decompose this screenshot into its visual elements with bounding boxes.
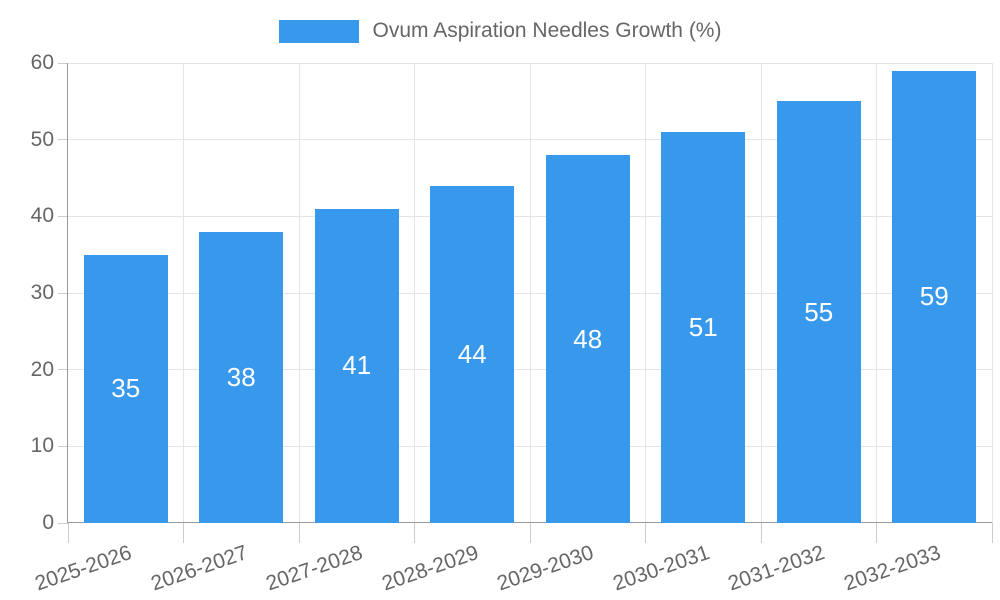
bar-value-label: 44 xyxy=(457,338,487,369)
y-tick-mark xyxy=(58,62,68,64)
y-tick-mark xyxy=(58,215,68,217)
y-tick-label: 10 xyxy=(30,434,54,458)
bar-value-label: 38 xyxy=(226,361,256,392)
x-gridline xyxy=(414,63,415,523)
y-tick-label: 50 xyxy=(30,127,54,151)
bar-value-label: 41 xyxy=(342,350,372,381)
bar-value-label: 48 xyxy=(573,323,603,354)
x-gridline xyxy=(529,63,531,523)
y-tick-label: 0 xyxy=(42,511,54,534)
x-tick-label: 2031-2032 xyxy=(725,541,828,596)
x-tick-label: 2028-2029 xyxy=(378,541,482,596)
legend-color-swatch xyxy=(278,19,359,43)
bar-value-label: 35 xyxy=(111,373,141,404)
x-tick-mark xyxy=(414,523,415,543)
x-gridline xyxy=(876,63,877,523)
x-tick-label: 2032-2033 xyxy=(840,541,944,596)
x-tick-mark xyxy=(67,523,69,543)
bar-value-label: 59 xyxy=(919,281,949,312)
bar-2031-2032[interactable]: 55 xyxy=(776,101,861,523)
x-tick-mark xyxy=(876,523,877,543)
bar-2027-2028[interactable]: 41 xyxy=(314,208,399,523)
x-tick-label: 2029-2030 xyxy=(494,541,597,596)
legend-label: Ovum Aspiration Needles Growth (%) xyxy=(372,19,722,42)
bar-value-label: 51 xyxy=(688,312,718,342)
x-gridline xyxy=(298,63,300,523)
x-gridline xyxy=(645,63,646,523)
y-tick-mark xyxy=(58,292,68,294)
y-tick-mark xyxy=(58,522,68,524)
chart-legend[interactable]: Ovum Aspiration Needles Growth (%) xyxy=(0,19,1000,43)
y-tick-mark xyxy=(58,369,68,371)
bar-2032-2033[interactable]: 59 xyxy=(892,70,977,523)
bar-2030-2031[interactable]: 51 xyxy=(661,132,746,523)
bar-value-label: 55 xyxy=(804,296,834,327)
y-tick-label: 40 xyxy=(30,204,54,228)
y-tick-label: 20 xyxy=(30,357,54,381)
x-tick-mark xyxy=(645,523,646,543)
x-tick-label: 2027-2028 xyxy=(263,541,366,596)
x-tick-label: 2026-2027 xyxy=(147,541,251,596)
x-tick-mark xyxy=(183,523,184,543)
bar-2025-2026[interactable]: 35 xyxy=(83,254,168,523)
y-tick-label: 30 xyxy=(30,281,54,304)
x-tick-mark xyxy=(529,523,531,543)
x-gridline xyxy=(991,63,993,523)
bar-2028-2029[interactable]: 44 xyxy=(430,185,515,523)
bar-2026-2027[interactable]: 38 xyxy=(199,231,284,523)
y-axis-line xyxy=(67,63,68,523)
y-tick-mark xyxy=(58,445,68,447)
x-tick-label: 2030-2031 xyxy=(609,541,713,596)
x-gridline xyxy=(760,63,762,523)
bar-2029-2030[interactable]: 48 xyxy=(545,155,630,523)
y-tick-label: 60 xyxy=(30,51,54,74)
x-gridline xyxy=(183,63,184,523)
x-tick-mark xyxy=(298,523,300,543)
x-axis-line xyxy=(68,522,992,523)
x-tick-label: 2025-2026 xyxy=(32,541,135,596)
x-tick-mark xyxy=(760,523,762,543)
y-tick-mark xyxy=(58,139,68,141)
x-tick-mark xyxy=(991,523,993,543)
